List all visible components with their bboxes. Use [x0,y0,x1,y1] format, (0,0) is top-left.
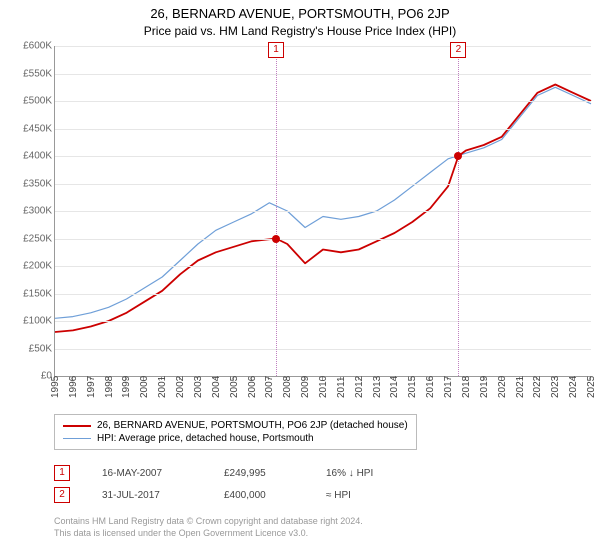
x-tick-label: 2011 [336,376,347,398]
x-tick-label: 1996 [68,376,79,398]
page-subtitle: Price paid vs. HM Land Registry's House … [0,21,600,38]
x-tick-label: 2019 [479,376,490,398]
grid-line [55,74,591,75]
series-line [55,85,591,333]
x-tick-label: 2023 [550,376,561,398]
x-tick-label: 2017 [443,376,454,398]
x-tick-label: 2010 [318,376,329,398]
x-axis: 1995199619971998199920002001200220032004… [54,378,590,406]
grid-line [55,239,591,240]
grid-line [55,321,591,322]
grid-line [55,211,591,212]
x-tick-label: 2022 [532,376,543,398]
sale-date: 16-MAY-2007 [102,468,192,479]
chart-container: 26, BERNARD AVENUE, PORTSMOUTH, PO6 2JP … [0,0,600,560]
sale-row: 2 31-JUL-2017 £400,000 ≈ HPI [54,484,406,506]
sale-dot [454,152,462,160]
grid-line [55,184,591,185]
sale-row: 1 16-MAY-2007 £249,995 16% ↓ HPI [54,462,406,484]
legend-item: HPI: Average price, detached house, Port… [63,432,408,445]
y-tick-label: £500K [23,96,52,107]
x-tick-label: 2013 [372,376,383,398]
x-tick-label: 2025 [586,376,597,398]
attribution-line: This data is licensed under the Open Gov… [54,528,363,540]
sale-delta: ≈ HPI [326,490,406,501]
x-tick-label: 2016 [425,376,436,398]
legend-swatch [63,438,91,439]
x-tick-label: 1997 [86,376,97,398]
y-tick-label: £250K [23,233,52,244]
y-tick-label: £300K [23,206,52,217]
y-tick-label: £150K [23,288,52,299]
plot-area: 12 [54,46,591,377]
x-tick-label: 2009 [300,376,311,398]
attribution: Contains HM Land Registry data © Crown c… [54,516,363,539]
legend-swatch [63,425,91,427]
x-tick-label: 2024 [568,376,579,398]
x-tick-label: 1999 [121,376,132,398]
sale-marker-label: 2 [450,42,466,58]
x-tick-label: 2006 [247,376,258,398]
sale-marker-line [276,46,277,376]
x-tick-label: 2001 [157,376,168,398]
y-tick-label: £450K [23,123,52,134]
x-tick-label: 2021 [515,376,526,398]
x-tick-label: 2020 [497,376,508,398]
y-tick-label: £350K [23,178,52,189]
x-tick-label: 2007 [264,376,275,398]
x-tick-label: 2002 [175,376,186,398]
y-tick-label: £100K [23,316,52,327]
chart-area: £0£50K£100K£150K£200K£250K£300K£350K£400… [10,46,590,406]
x-tick-label: 2018 [461,376,472,398]
y-tick-label: £50K [29,343,52,354]
grid-line [55,129,591,130]
x-tick-label: 2012 [354,376,365,398]
sale-marker-label: 1 [268,42,284,58]
y-axis: £0£50K£100K£150K£200K£250K£300K£350K£400… [10,46,54,376]
grid-line [55,46,591,47]
x-tick-label: 1998 [104,376,115,398]
y-tick-label: £400K [23,151,52,162]
legend: 26, BERNARD AVENUE, PORTSMOUTH, PO6 2JP … [54,414,417,450]
attribution-line: Contains HM Land Registry data © Crown c… [54,516,363,528]
sales-table: 1 16-MAY-2007 £249,995 16% ↓ HPI 2 31-JUL-201… [54,462,406,506]
sale-dot [272,235,280,243]
x-tick-label: 2000 [139,376,150,398]
y-tick-label: £600K [23,41,52,52]
x-tick-label: 2014 [389,376,400,398]
y-tick-label: £200K [23,261,52,272]
sale-date: 31-JUL-2017 [102,490,192,501]
x-tick-label: 2005 [229,376,240,398]
sale-marker-line [458,46,459,376]
page-title: 26, BERNARD AVENUE, PORTSMOUTH, PO6 2JP [0,0,600,21]
x-tick-label: 2008 [282,376,293,398]
sale-index: 2 [54,487,70,503]
legend-label: HPI: Average price, detached house, Port… [97,433,314,444]
series-line [55,87,591,318]
sale-index: 1 [54,465,70,481]
x-tick-label: 2004 [211,376,222,398]
grid-line [55,156,591,157]
grid-line [55,349,591,350]
legend-item: 26, BERNARD AVENUE, PORTSMOUTH, PO6 2JP … [63,419,408,432]
sale-delta: 16% ↓ HPI [326,468,406,479]
sale-price: £400,000 [224,490,294,501]
grid-line [55,294,591,295]
x-tick-label: 2003 [193,376,204,398]
grid-line [55,101,591,102]
legend-label: 26, BERNARD AVENUE, PORTSMOUTH, PO6 2JP … [97,420,408,431]
y-tick-label: £550K [23,68,52,79]
x-tick-label: 1995 [50,376,61,398]
x-tick-label: 2015 [407,376,418,398]
sale-price: £249,995 [224,468,294,479]
grid-line [55,266,591,267]
